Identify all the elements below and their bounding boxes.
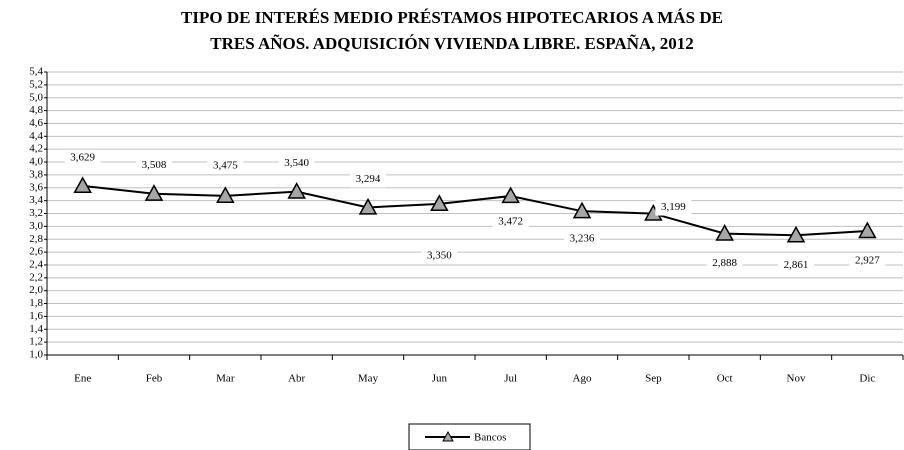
- marker: [216, 186, 235, 203]
- marker: [430, 194, 449, 212]
- x-tick-label: Mar: [216, 373, 235, 385]
- marker: [73, 176, 92, 194]
- y-tick-label: 1,2: [29, 336, 43, 348]
- label-bg: [778, 257, 814, 274]
- label-bg: [136, 157, 172, 174]
- marker: [358, 197, 378, 215]
- label-bg: [849, 253, 886, 270]
- marker: [287, 182, 306, 199]
- x-tick-label: Ene: [74, 373, 91, 385]
- legend-label: Bancos: [474, 432, 506, 444]
- label-bg: [655, 199, 692, 216]
- data-label: 3,629: [70, 151, 95, 163]
- x-tick-label: May: [358, 373, 379, 385]
- series-line: [82, 184, 868, 237]
- y-tick-label: 3,8: [29, 168, 43, 180]
- chart-title: TRES AÑOS. ADQUISICIÓN VIVIENDA LIBRE. E…: [210, 34, 694, 53]
- x-tick-label: Feb: [146, 373, 163, 385]
- label-bg: [278, 155, 315, 172]
- data-label: 3,350: [427, 249, 452, 261]
- y-tick-label: 4,2: [29, 143, 43, 155]
- y-tick-label: 2,8: [29, 233, 43, 245]
- y-tick-label: 2,2: [29, 271, 43, 283]
- x-tick-label: Oct: [717, 373, 733, 385]
- data-label: 3,475: [213, 159, 238, 171]
- data-label: 2,927: [855, 255, 880, 267]
- data-label: 3,540: [284, 157, 309, 169]
- y-tick-label: 1,8: [29, 297, 43, 309]
- x-tick-label: Ago: [573, 373, 592, 385]
- y-tick-label: 2,0: [29, 284, 43, 296]
- label-bg: [421, 247, 458, 264]
- marker: [858, 221, 877, 239]
- chart-title: TIPO DE INTERÉS MEDIO PRÉSTAMOS HIPOTECA…: [181, 8, 723, 27]
- y-tick-label: 3,0: [29, 220, 43, 232]
- y-tick-label: 5,4: [29, 66, 43, 78]
- y-tick-label: 2,6: [29, 246, 43, 258]
- marker: [786, 225, 806, 243]
- x-tick-label: Sep: [645, 373, 662, 385]
- x-tick-label: Dic: [859, 373, 875, 385]
- legend-marker: [442, 430, 454, 442]
- x-tick-label: Jun: [432, 373, 448, 385]
- y-tick-label: 1,6: [29, 310, 43, 322]
- x-tick-label: Abr: [288, 373, 305, 385]
- y-tick-label: 5,0: [29, 91, 43, 103]
- marker: [572, 201, 592, 219]
- y-tick-label: 1,4: [29, 323, 43, 335]
- y-tick-label: 1,0: [29, 349, 43, 361]
- y-tick-label: 3,6: [29, 181, 43, 193]
- label-bg: [64, 149, 101, 166]
- marker: [144, 184, 164, 201]
- y-tick-label: 2,4: [29, 258, 43, 270]
- label-bg: [492, 214, 529, 231]
- label-bg: [564, 231, 600, 248]
- data-label: 3,472: [498, 216, 523, 228]
- x-tick-label: Nov: [787, 373, 806, 385]
- data-label: 2,861: [784, 259, 809, 271]
- data-label: 3,236: [570, 233, 595, 245]
- label-bg: [207, 157, 244, 174]
- data-label: 2,888: [712, 257, 737, 269]
- y-tick-label: 3,4: [29, 194, 43, 206]
- data-label: 3,199: [661, 201, 686, 213]
- y-tick-label: 4,8: [29, 104, 43, 116]
- y-tick-label: 4,0: [29, 156, 43, 168]
- label-bg: [706, 255, 743, 272]
- data-label: 3,508: [142, 159, 167, 171]
- data-label: 3,294: [356, 173, 381, 185]
- y-tick-label: 4,6: [29, 117, 43, 129]
- y-tick-label: 5,2: [29, 78, 43, 90]
- y-tick-label: 4,4: [29, 130, 43, 142]
- x-tick-label: Jul: [504, 373, 517, 385]
- label-bg: [350, 171, 386, 188]
- marker: [715, 224, 734, 241]
- y-tick-label: 3,2: [29, 207, 43, 219]
- marker: [501, 186, 520, 204]
